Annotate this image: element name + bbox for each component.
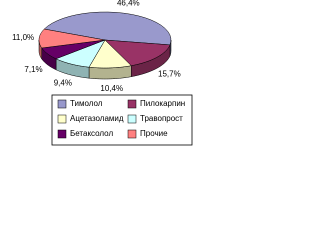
data-label: 11,0% [12,33,34,42]
legend-swatch [127,99,137,109]
legend-swatch [127,129,137,139]
slice [88,39,132,69]
data-label: 7,1% [24,65,42,74]
data-label: 10,4% [100,84,123,93]
legend-label: Травопрост [140,114,183,123]
data-label: 9,4% [54,79,72,88]
legend-swatch [57,129,67,139]
legend-box [51,94,193,146]
slice [104,39,171,66]
data-label: 15,7% [158,70,181,79]
legend-label: Тимолол [70,99,103,108]
legend-swatch [127,114,137,124]
chart: 46,4% 15,7% 10,4% 9,4% 7,1% 11,0% Тимолол Пилок… [12,0,193,146]
legend-label: Прочие [140,129,168,138]
data-label: 46,4% [117,0,140,8]
slice [38,28,106,49]
slice [41,39,106,60]
slice [43,11,172,46]
legend-label: Пилокарпин [140,99,185,108]
legend-swatch [57,114,67,124]
legend-label: Ацетазоламид [70,114,124,123]
legend-swatch [57,99,67,109]
slice [55,39,106,68]
legend-label: Бетаксолол [70,129,113,138]
